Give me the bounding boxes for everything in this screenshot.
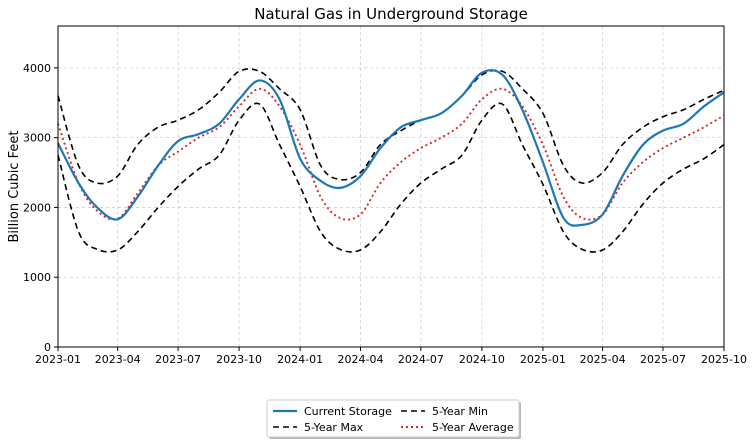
x-tick-label: 2025-07 <box>640 353 686 366</box>
y-tick-label: 4000 <box>23 62 51 75</box>
legend-box <box>266 399 520 438</box>
plot-frame <box>57 25 725 348</box>
series-lines <box>57 68 725 253</box>
y-tick-label: 0 <box>44 341 51 354</box>
legend-label: 5-Year Max <box>304 421 364 434</box>
legend-label: 5-Year Min <box>432 405 488 418</box>
series-line-5-year-max <box>57 68 725 185</box>
x-tick-label: 2023-01 <box>35 353 81 366</box>
grid-lines <box>57 26 725 348</box>
x-tick-label: 2025-04 <box>580 353 626 366</box>
x-tick-label: 2024-01 <box>277 353 323 366</box>
chart-title: Natural Gas in Underground Storage <box>254 5 528 23</box>
series-line-current-storage <box>57 69 725 227</box>
x-tick-label: 2024-07 <box>398 353 444 366</box>
legend-label: 5-Year Average <box>432 421 514 434</box>
x-tick-label: 2024-10 <box>459 353 505 366</box>
x-tick-label: 2025-10 <box>701 353 747 366</box>
x-tick-label: 2024-04 <box>338 353 384 366</box>
legend: Current Storage 5-Year Max 5-Year Min 5-Yea… <box>266 399 521 439</box>
x-tick-label: 2025-01 <box>520 353 566 366</box>
series-line-5-year-min <box>57 102 725 253</box>
y-tick-label: 2000 <box>23 201 51 214</box>
y-tick-label: 1000 <box>23 271 51 284</box>
legend-label: Current Storage <box>304 405 392 418</box>
y-tick-label: 3000 <box>23 132 51 145</box>
x-tick-label: 2023-04 <box>95 353 141 366</box>
x-tick-label: 2023-07 <box>155 353 201 366</box>
axis-ticks: 2023-01 2023-04 2023-07 2023-10 2024-01 2024-… <box>23 62 747 366</box>
series-line-5-year-average <box>57 87 725 221</box>
y-axis-label: Billion Cubic Feet <box>7 130 22 242</box>
x-tick-label: 2023-10 <box>216 353 262 366</box>
